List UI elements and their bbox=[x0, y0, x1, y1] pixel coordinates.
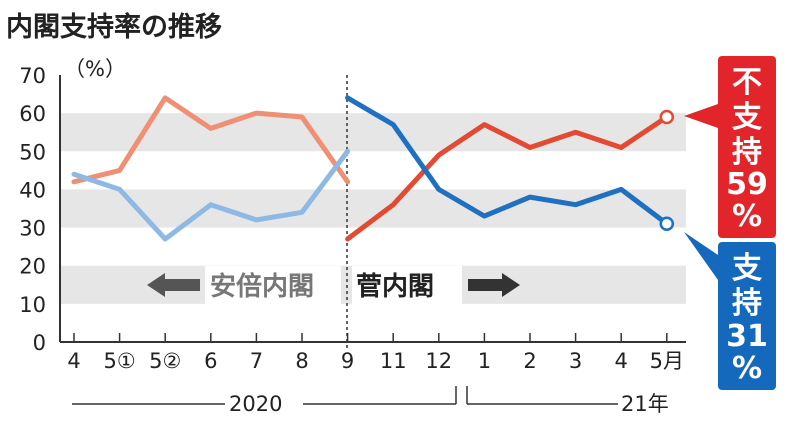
disapprove-pct: % bbox=[732, 199, 762, 234]
disapprove-pointer bbox=[684, 104, 718, 128]
x-tick-label: 2 bbox=[523, 349, 536, 373]
x-tick-label: 5月 bbox=[650, 349, 684, 373]
disapprove-value: 59 bbox=[726, 167, 768, 202]
approve-pointer bbox=[684, 232, 718, 280]
x-tick-label: 11 bbox=[380, 349, 407, 373]
x-tick-label: 4 bbox=[615, 349, 628, 373]
x-tick-label: 12 bbox=[425, 349, 452, 373]
x-tick-label: 9 bbox=[341, 349, 354, 373]
x-tick-marks bbox=[73, 333, 668, 342]
approve-badge bbox=[718, 242, 776, 390]
y-tick-label: 50 bbox=[19, 140, 46, 164]
abe-era-label: 安倍内閣 bbox=[210, 271, 314, 302]
approve-suga-line bbox=[345, 95, 670, 227]
y-tick-label: 70 bbox=[19, 64, 46, 88]
y-tick-label: 40 bbox=[19, 178, 46, 202]
disapprove-label-2: 支 bbox=[732, 100, 762, 135]
disapprove-end-marker bbox=[659, 109, 675, 125]
y-tick-label: 30 bbox=[19, 217, 46, 241]
y-tick-labels: 0 10 20 30 40 50 60 70 bbox=[19, 64, 46, 355]
x-tick-labels: 4 5① 5② 6 7 8 9 11 12 1 2 3 4 5月 bbox=[67, 349, 684, 373]
year-label-2021: 21年 bbox=[621, 392, 669, 416]
x-tick-label: 7 bbox=[250, 349, 263, 373]
disapprove-abe-line bbox=[71, 95, 351, 185]
approve-callout: 支 持 31 % bbox=[684, 232, 776, 390]
disapprove-badge bbox=[718, 56, 776, 238]
y-tick-label: 60 bbox=[19, 102, 46, 126]
y-unit-label: （%） bbox=[64, 57, 126, 81]
x-tick-label: 6 bbox=[204, 349, 217, 373]
approve-value: 31 bbox=[726, 319, 768, 354]
y-tick-label: 10 bbox=[19, 293, 46, 317]
x-tick-label: 5② bbox=[149, 349, 181, 373]
abe-label-bg bbox=[205, 266, 341, 304]
approve-abe-line bbox=[71, 148, 351, 242]
disapprove-callout: 不 支 持 59 % bbox=[684, 56, 776, 238]
disapprove-label-1: 不 bbox=[732, 65, 762, 100]
x-tick-label: 3 bbox=[569, 349, 582, 373]
disapprove-label-3: 持 bbox=[732, 135, 762, 170]
left-arrow-icon bbox=[147, 273, 200, 297]
approve-label-1: 支 bbox=[732, 251, 762, 286]
suga-era-label: 菅内閣 bbox=[356, 272, 434, 302]
x-tick-label: 1 bbox=[478, 349, 491, 373]
approve-end-marker bbox=[659, 216, 675, 232]
y-tick-label: 20 bbox=[19, 255, 46, 279]
right-arrow-icon bbox=[468, 273, 520, 297]
abe-era-label-group: 安倍内閣 bbox=[147, 266, 341, 304]
approve-pct: % bbox=[732, 351, 762, 386]
x-tick-label: 4 bbox=[67, 349, 80, 373]
x-tick-label: 5① bbox=[104, 349, 136, 373]
series-group bbox=[71, 95, 675, 242]
suga-label-bg bbox=[352, 266, 462, 304]
approve-label-2: 持 bbox=[732, 286, 762, 321]
x-tick-label: 8 bbox=[295, 349, 308, 373]
disapprove-suga-line bbox=[345, 114, 670, 242]
suga-era-label-group: 菅内閣 bbox=[352, 266, 520, 304]
year-label-2020: 2020 bbox=[229, 392, 282, 416]
y-tick-label: 0 bbox=[33, 331, 46, 355]
chart-title: 内閣支持率の推移 bbox=[6, 11, 222, 43]
